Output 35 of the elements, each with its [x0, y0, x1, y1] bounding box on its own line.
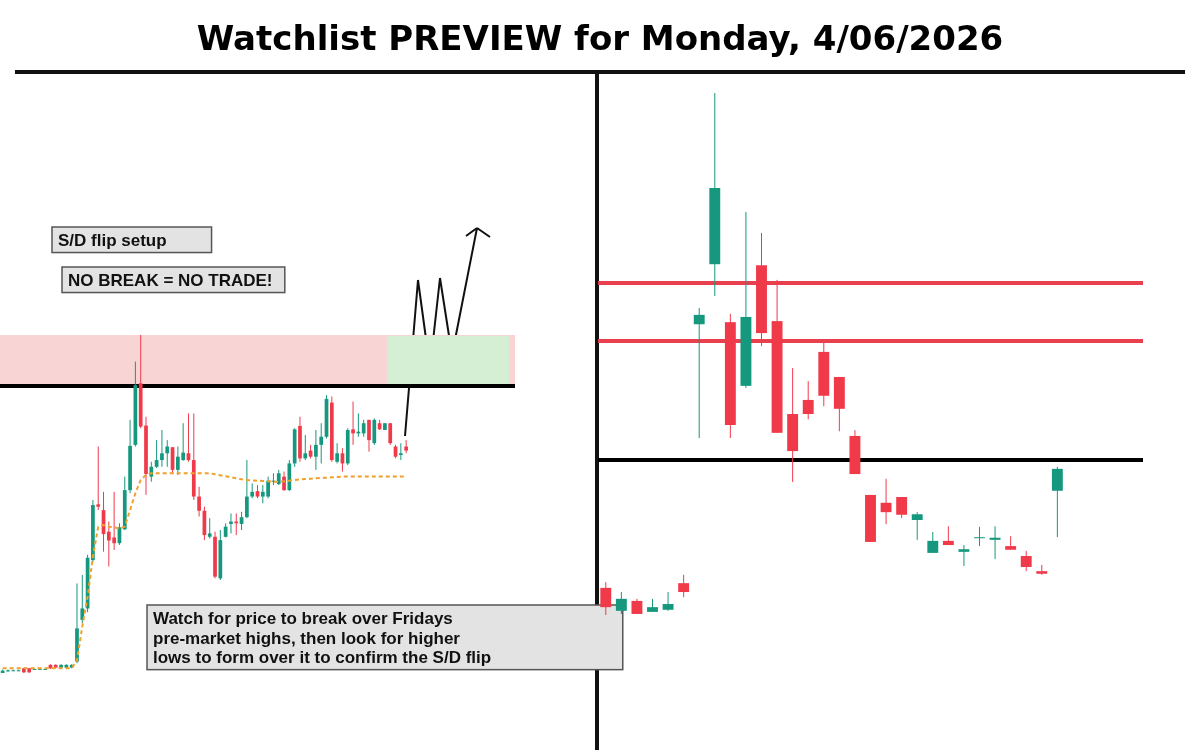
candlestick [160, 429, 164, 468]
text: S/D flip setup [58, 231, 167, 251]
candlestick [678, 574, 690, 598]
candlestick [974, 526, 985, 547]
candlestick [958, 544, 970, 567]
candlestick [896, 496, 908, 519]
candlestick [388, 422, 393, 446]
candlestick [319, 422, 324, 464]
candlestick [880, 478, 892, 525]
candlestick [911, 511, 923, 541]
candlestick [335, 442, 339, 464]
candlestick [351, 401, 355, 446]
candlestick [372, 417, 377, 446]
candlestick [615, 591, 627, 615]
candlestick [165, 439, 170, 468]
candlestick [1051, 466, 1063, 538]
candlestick [367, 419, 371, 453]
candlestick [245, 459, 249, 519]
candlestick [1020, 550, 1032, 572]
candlestick [303, 434, 308, 461]
candlestick [207, 517, 212, 539]
candlestick [398, 442, 403, 461]
candlestick [80, 574, 85, 624]
annotation: Watch for price to break over Fridays pre-market highs, then look for higher lows to form over it to confirm the S/D flip [153, 609, 492, 668]
candlestick [314, 429, 318, 471]
candlestick [927, 531, 939, 554]
candlestick [197, 486, 201, 518]
candlestick [802, 380, 814, 420]
text: Watchlist PREVIEW for Monday, 4/06/2026 [196, 18, 1004, 58]
candlestick [600, 581, 612, 616]
candlestick [693, 307, 705, 439]
candlestick [662, 591, 674, 612]
candlestick [96, 446, 101, 511]
candlestick [989, 525, 1001, 560]
text: NO BREAK = NO TRADE! [68, 271, 273, 291]
